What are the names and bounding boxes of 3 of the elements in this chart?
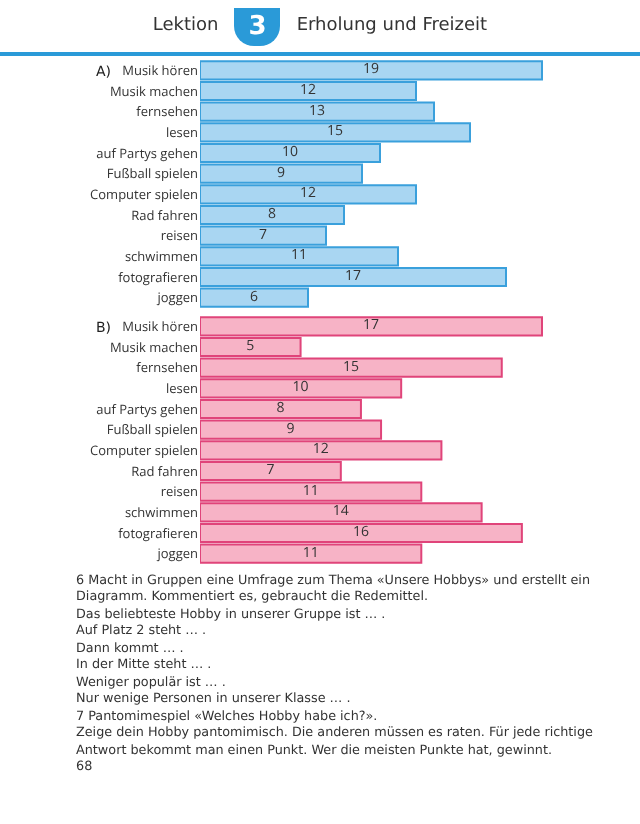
text: Lektion	[152, 16, 219, 36]
text: 3	[234, 7, 281, 45]
text: Erholung und Freizeit	[296, 16, 488, 36]
